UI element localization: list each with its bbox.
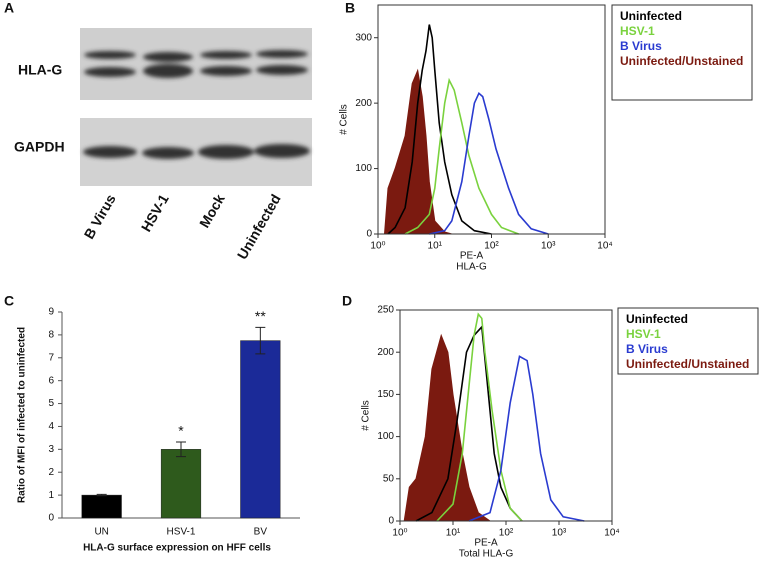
area [383,68,452,235]
legend-entry: B Virus [626,342,668,356]
western-blot: A HLA-G GAPDH B Virus HSV-1 Mock Uninfec… [4,0,312,262]
lane-label: Uninfected [234,191,284,262]
x-tick-label: HSV-1 [167,527,196,538]
lane-label: Mock [196,191,228,230]
panel-letter: C [4,293,14,309]
line [415,325,523,522]
y-tick-label: 4 [48,421,54,432]
line [468,355,585,522]
x-tick-label: 10³ [552,528,567,539]
x-tick-label: 10⁰ [370,241,385,252]
x-tick-label: BV [254,527,268,538]
x-tick-label: 10¹ [446,528,461,539]
legend-box [611,4,753,101]
y-tick-label: 50 [383,473,395,484]
y-tick-label: 250 [377,305,394,316]
line [436,312,523,522]
legend-entry: Uninfected/Unstained [626,357,749,371]
bar [240,340,281,519]
y-tick-label: 100 [377,431,394,442]
y-tick-label: 6 [48,375,54,386]
flow-histogram: D 0 50 100 150 200 250 10⁰ 10¹ 10² 10³ 10⁴ PE-ATotal… [342,293,759,560]
x-tick-label: 10³ [541,241,556,252]
area [403,333,492,522]
blot-row-label: HLA-G [18,62,62,78]
legend-entry: Uninfected [626,312,688,326]
panel-letter: B [345,0,355,16]
y-tick-label: 0 [366,229,372,240]
x-axis-label: PE-A [474,538,498,549]
y-tick-label: 200 [377,347,394,358]
y-tick-label: 300 [355,32,372,43]
blot-bands [83,50,310,159]
x-axis-label: Total HLA-G [459,549,514,560]
y-tick-label: 3 [48,444,54,455]
y-axis-label: # Cells [339,104,350,135]
x-tick-label: 10² [484,241,499,252]
y-axis-label: # Cells [361,400,372,431]
y-tick-label: 200 [355,98,372,109]
y-tick-label: 9 [48,307,54,318]
y-tick-label: 1 [48,490,54,501]
bar [81,494,122,519]
x-tick-label: UN [94,527,108,538]
y-tick-label: 150 [377,389,394,400]
significance: * [178,423,184,439]
line [429,91,549,235]
legend-entry: HSV-1 [620,24,655,38]
y-tick-label: 2 [48,467,54,478]
x-tick-label: 10⁴ [597,241,612,252]
error-bar [255,326,266,355]
significance: ** [255,308,266,324]
lane-label: HSV-1 [138,191,172,234]
x-tick-label: 10⁴ [604,528,619,539]
legend-entry: Uninfected [620,9,682,23]
panel-letter: D [342,293,352,309]
legend-entry: B Virus [620,39,662,53]
x-axis-label: HLA-G surface expression on HFF cells [83,543,271,554]
panel-letter: A [4,0,14,16]
error-bar [176,441,186,458]
line [387,24,492,235]
error-bar [96,493,107,497]
bar [160,449,202,519]
legend-entry: HSV-1 [626,327,661,341]
blot-membrane [80,28,312,100]
y-tick-label: 5 [48,398,54,409]
blot-row-label: GAPDH [14,139,65,155]
line [404,77,519,235]
y-tick-label: 100 [355,163,372,174]
y-tick-label: 7 [48,352,54,363]
y-axis-label: Ratio of MFI of infected to uninfected [17,327,28,503]
lane-label: B Virus [81,191,119,241]
legend-box [617,307,759,375]
x-tick-label: 10⁰ [392,528,407,539]
x-axis-label: PE-A [460,251,484,262]
bar-chart: C 0 1 2 3 4 5 6 7 8 9 UN * HSV-1 ** BV HLA-G surface exp… [4,293,300,554]
x-tick-label: 10² [499,528,514,539]
y-tick-label: 8 [48,330,54,341]
x-tick-label: 10¹ [428,241,443,252]
x-axis-label: HLA-G [456,262,487,273]
y-tick-label: 0 [388,516,394,527]
y-tick-label: 0 [48,513,54,524]
legend-entry: Uninfected/Unstained [620,54,743,68]
